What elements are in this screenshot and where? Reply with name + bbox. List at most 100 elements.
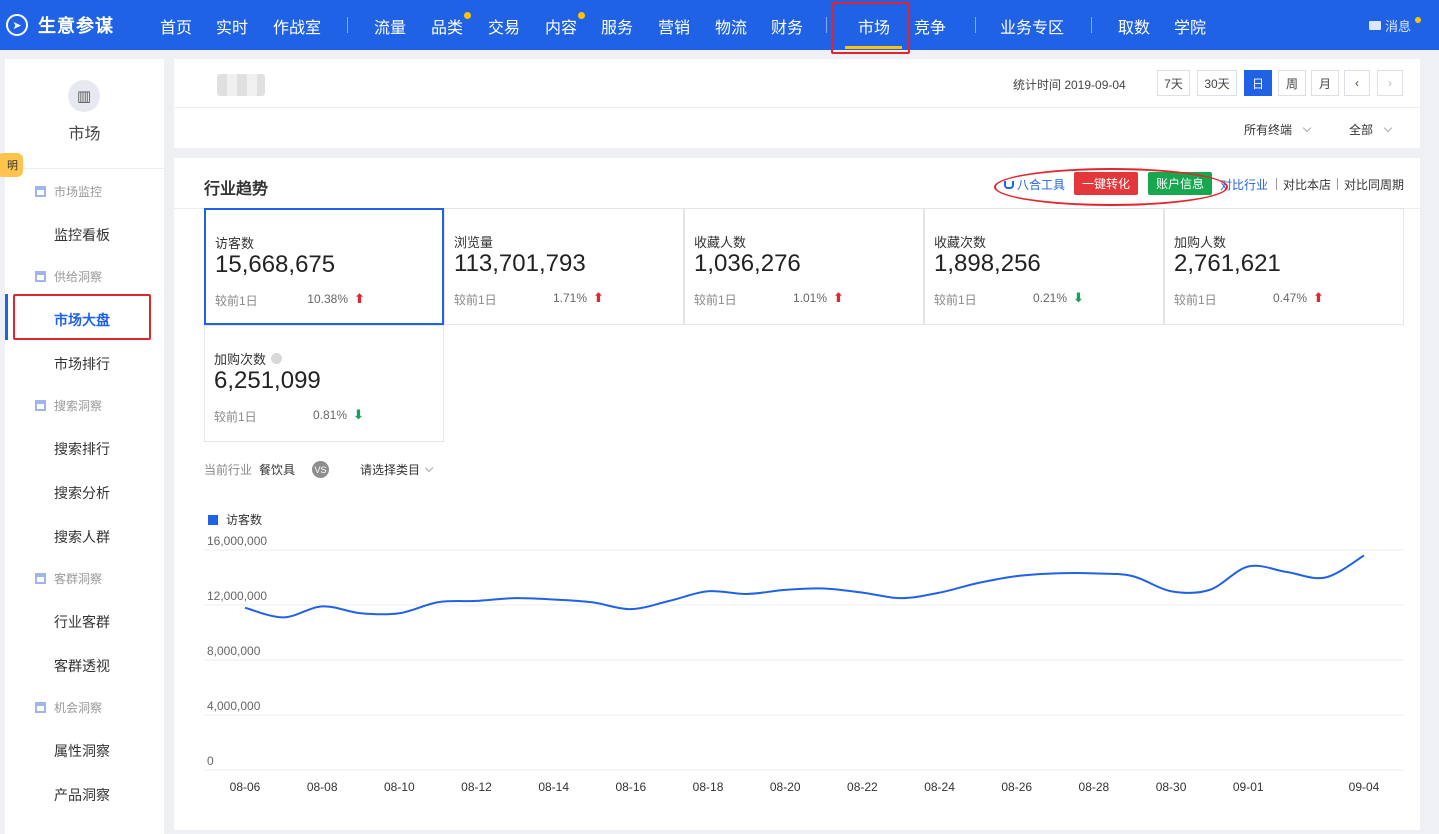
- data-point[interactable]: [591, 601, 593, 603]
- data-point[interactable]: [1016, 575, 1018, 577]
- nav-item-studio[interactable]: 作战室: [273, 14, 321, 38]
- nav-item-marketing[interactable]: 营销: [658, 14, 690, 38]
- metric-compare-label: 较前1日: [1174, 293, 1217, 307]
- nav-item-business[interactable]: 业务专区: [1000, 14, 1064, 38]
- data-point[interactable]: [476, 600, 478, 602]
- sidebar-item[interactable]: 市场大盘: [54, 312, 110, 328]
- data-point[interactable]: [939, 592, 941, 594]
- data-point[interactable]: [1093, 572, 1095, 574]
- data-point[interactable]: [437, 601, 439, 603]
- period-button[interactable]: 30天: [1197, 70, 1237, 96]
- data-point[interactable]: [398, 612, 400, 614]
- industry-label: 当前行业: [204, 463, 253, 477]
- x-tick-label: 09-04: [1349, 780, 1380, 794]
- metric-card[interactable]: 收藏人数 1,036,276 较前1日 1.01% ⬆: [684, 208, 924, 325]
- prev-date-button[interactable]: ‹: [1344, 70, 1370, 96]
- sidebar-group-label: 机会洞察: [54, 701, 103, 715]
- nav-item-traffic[interactable]: 流量: [374, 14, 406, 38]
- metric-card[interactable]: 收藏次数 1,898,256 较前1日 0.21% ⬇: [924, 208, 1164, 325]
- series-line-visitors[interactable]: [244, 554, 1365, 619]
- period-button[interactable]: 月: [1311, 70, 1339, 96]
- chart-legend[interactable]: 访客数: [208, 511, 262, 528]
- x-tick-label: 09-01: [1233, 780, 1264, 794]
- terminal-select[interactable]: 所有终端: [1244, 121, 1312, 138]
- metric-card[interactable]: 访客数 15,668,675 较前1日 10.38% ⬆: [204, 208, 444, 325]
- data-point[interactable]: [707, 590, 709, 592]
- data-point[interactable]: [1209, 589, 1211, 591]
- sidebar-item[interactable]: 搜索分析: [54, 485, 110, 501]
- sidebar-group: 搜索洞察: [35, 397, 102, 414]
- info-icon[interactable]: [271, 353, 283, 364]
- data-point[interactable]: [514, 597, 516, 599]
- next-date-button[interactable]: ›: [1377, 70, 1403, 96]
- metric-card[interactable]: 加购次数 6,251,099 较前1日 0.81% ⬇: [204, 325, 444, 442]
- compare-industry-link[interactable]: 对比行业: [1220, 178, 1269, 192]
- data-point[interactable]: [1131, 575, 1133, 577]
- sidebar-item[interactable]: 搜索人群: [54, 529, 110, 545]
- nav-item-label: 取数: [1118, 20, 1151, 37]
- message-button[interactable]: 消息: [1368, 16, 1421, 35]
- data-point[interactable]: [1363, 555, 1365, 557]
- data-point[interactable]: [360, 612, 362, 614]
- y-tick-label: 16,000,000: [207, 534, 267, 548]
- data-point[interactable]: [1324, 577, 1326, 579]
- data-point[interactable]: [1170, 590, 1172, 592]
- nav-item-logistics[interactable]: 物流: [715, 14, 747, 38]
- nav-item-content[interactable]: 内容: [545, 12, 586, 38]
- nav-item-category[interactable]: 品类: [431, 12, 472, 38]
- period-button[interactable]: 日: [1244, 70, 1272, 96]
- nav-item-label: 学院: [1174, 20, 1207, 37]
- nav-item-label: 交易: [488, 20, 521, 37]
- compare-period-link[interactable]: 对比同周期: [1344, 178, 1405, 192]
- sidebar-item[interactable]: 搜索排行: [54, 441, 110, 457]
- data-point[interactable]: [746, 593, 748, 595]
- data-point[interactable]: [784, 589, 786, 591]
- nav-item-finance[interactable]: 财务: [771, 14, 803, 38]
- nav-item-compete[interactable]: 竞争: [914, 14, 946, 38]
- brand[interactable]: ➤ 生意参谋: [6, 12, 114, 38]
- brand-name: 生意参谋: [38, 16, 114, 36]
- data-point[interactable]: [630, 608, 632, 610]
- legend-label: 访客数: [226, 513, 263, 527]
- nav-item-home[interactable]: 首页: [160, 14, 192, 38]
- data-point[interactable]: [1286, 571, 1288, 573]
- nav-item-label: 品类: [431, 20, 464, 37]
- sidebar-item[interactable]: 客群透视: [54, 658, 110, 674]
- data-point[interactable]: [861, 592, 863, 594]
- sidebar-item[interactable]: 市场排行: [54, 356, 110, 372]
- data-point[interactable]: [553, 599, 555, 601]
- data-point[interactable]: [1247, 566, 1249, 568]
- period-button[interactable]: 7天: [1157, 70, 1190, 96]
- data-point[interactable]: [1054, 572, 1056, 574]
- nav-item-data[interactable]: 取数: [1118, 14, 1150, 38]
- nav-item-label: 首页: [160, 20, 193, 37]
- data-point[interactable]: [668, 600, 670, 602]
- sidebar-item[interactable]: 属性洞察: [54, 743, 110, 759]
- period-button[interactable]: 周: [1278, 70, 1306, 96]
- all-select[interactable]: 全部: [1349, 121, 1393, 138]
- visitors-line-chart[interactable]: 0 4,000,000 8,000,000 12,000,000 16,000,000 0…: [174, 158, 1420, 830]
- data-point[interactable]: [244, 607, 246, 609]
- data-point[interactable]: [900, 597, 902, 599]
- metric-compare-label: 较前1日: [454, 293, 497, 307]
- nav-item-realtime[interactable]: 实时: [216, 14, 248, 38]
- data-point[interactable]: [321, 605, 323, 607]
- nav-item-market[interactable]: 市场: [858, 14, 890, 38]
- side-tag[interactable]: 明: [0, 153, 23, 177]
- data-point[interactable]: [823, 588, 825, 590]
- nav-item-service[interactable]: 服务: [601, 14, 633, 38]
- category-select[interactable]: 请选择类目: [360, 461, 434, 478]
- metric-card[interactable]: 浏览量 113,701,793 较前1日 1.71% ⬆: [444, 208, 684, 325]
- nav-item-label: 业务专区: [1000, 20, 1065, 37]
- sidebar-item[interactable]: 监控看板: [54, 227, 110, 243]
- data-point[interactable]: [977, 582, 979, 584]
- data-point[interactable]: [283, 616, 285, 618]
- nav-item-academy[interactable]: 学院: [1174, 14, 1206, 38]
- compare-shop-link[interactable]: 对比本店: [1283, 178, 1332, 192]
- metric-label: 访客数: [215, 233, 254, 252]
- sidebar-item[interactable]: 行业客群: [54, 614, 110, 630]
- nav-item-trade[interactable]: 交易: [488, 14, 520, 38]
- arrow-up-icon: ⬆: [354, 291, 365, 306]
- sidebar-item[interactable]: 产品洞察: [54, 787, 110, 803]
- metric-card[interactable]: 加购人数 2,761,621 较前1日 0.47% ⬆: [1164, 208, 1404, 325]
